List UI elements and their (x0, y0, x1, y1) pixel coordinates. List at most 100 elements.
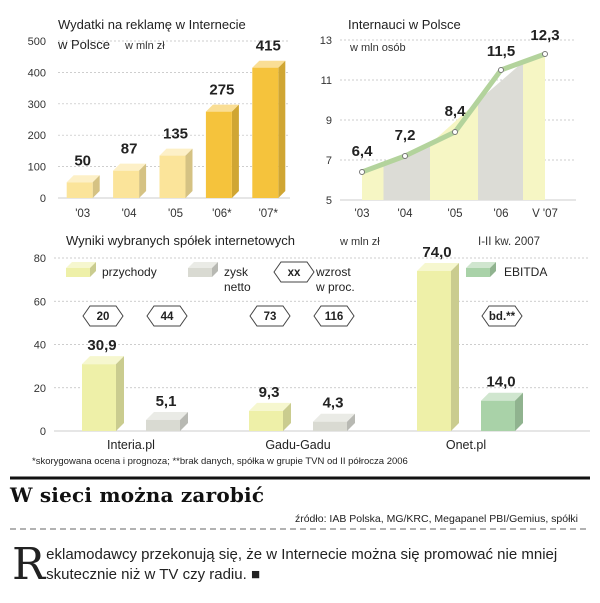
c3-value-label: 14,0 (486, 374, 515, 391)
c2-ytick-label: 5 (326, 195, 332, 207)
c1-xtick-label: '04 (122, 208, 138, 220)
c1-bar-side (92, 175, 100, 198)
c3-bar (481, 392, 523, 431)
legend-wzrost-label: wzrost w proc. (315, 265, 355, 294)
c1-xtick-label: '03 (75, 208, 90, 220)
c3-bar (82, 356, 124, 431)
c1-bar-top (252, 60, 286, 68)
c1-title: Wydatki na reklamę w Internecie (58, 17, 246, 32)
c1-xtick-label: '05 (168, 208, 183, 220)
legend-ebitda-label: EBITDA (504, 265, 547, 279)
footnote: *skorygowana ocena i prognoza; **brak da… (32, 456, 408, 467)
c3-growth-badge-frame (82, 305, 124, 327)
c3-growth-badge-frame (249, 305, 291, 327)
ad-spending-chart: Wydatki na reklamę w Internecie w Polsce… (28, 17, 290, 220)
c1-ytick-label: 400 (28, 67, 46, 79)
c3-growth-badge: 20 (82, 305, 124, 327)
c1-bar-side (139, 163, 147, 198)
c2-unit: w mln osób (349, 42, 406, 54)
c3-bar-top (146, 411, 188, 420)
c2-xtick-label: '06 (494, 208, 509, 220)
c3-bar-side (283, 402, 291, 431)
c2-area-band (430, 101, 478, 200)
legend-wzrost-badge: xx (273, 261, 315, 283)
c3-bar-side (347, 413, 355, 431)
c3-bar-front (249, 410, 283, 431)
c3-unit: w mln zł (339, 236, 380, 248)
c3-category-label: Gadu-Gadu (265, 438, 330, 452)
c1-value-label: 87 (121, 141, 138, 158)
c3-ytick-label: 60 (34, 296, 46, 308)
legend-wzrost-line1: wzrost (315, 265, 351, 279)
c3-y-axis: 0 20 40 60 80 (34, 253, 46, 438)
legend-swatch (466, 262, 496, 277)
c1-bar-top (205, 104, 239, 112)
c1-xtick-label: '07* (259, 208, 279, 220)
c1-value-label: 50 (74, 152, 91, 169)
c2-value-label: 11,5 (487, 43, 515, 60)
c1-value-label: 415 (256, 38, 281, 55)
c3-growth-badge-label: bd.** (489, 311, 516, 323)
c3-ytick-label: 80 (34, 253, 46, 265)
c3-ytick-label: 20 (34, 383, 46, 395)
c2-area-band (523, 54, 545, 200)
c3-bar-front (481, 400, 515, 431)
legend-swatch-top (466, 262, 496, 268)
legend-swatch-side (490, 262, 496, 277)
c1-unit: w mln zł (124, 40, 165, 52)
c3-bar-side (180, 411, 188, 431)
c3-bar-side (515, 392, 523, 431)
c2-y-axis: 5 7 9 11 13 (320, 35, 332, 207)
source-note: źródło: IAB Polska, MG/KRC, Megapanel PB… (294, 513, 578, 525)
c1-y-axis: 0 100 200 300 400 500 (28, 36, 46, 205)
c1-bar-front (159, 155, 186, 198)
c2-plot: 6,4 '03 7,2 '04 8,4 '05 11,5 '06 12,3 V '07 (352, 27, 560, 220)
c3-growth-badge-frame (481, 305, 523, 327)
c2-xtick-label: '04 (398, 208, 414, 220)
c3-bar-top (82, 356, 124, 365)
c1-bar (66, 175, 100, 198)
c3-value-label: 4,3 (323, 395, 344, 412)
c3-period: I-II kw. 2007 (478, 236, 540, 248)
c1-bar-side (231, 104, 239, 198)
c1-value-label: 275 (209, 82, 234, 99)
c3-bar-top (313, 413, 355, 422)
c3-value-label: 5,1 (156, 393, 177, 410)
c2-point (498, 67, 504, 73)
c2-xtick-label: '03 (355, 208, 370, 220)
c3-bar-front (313, 421, 347, 431)
c2-point (452, 129, 458, 135)
c1-bars: 50 '03 87 '04 135 '05 275 '06* 415 '07* (66, 38, 286, 220)
c1-bar-front (113, 170, 140, 198)
c3-bar (249, 402, 291, 431)
legend-zysk-line2: netto (224, 280, 251, 294)
c1-ytick-label: 200 (28, 130, 46, 142)
c3-bar-side (116, 356, 124, 431)
c1-bar (252, 60, 286, 198)
charts-svg: Wydatki na reklamę w Internecie w Polsce… (28, 17, 590, 452)
c3-bar-front (82, 364, 116, 431)
c3-bar-front (417, 270, 451, 431)
legend-swatch-front (188, 268, 212, 277)
legend-zysk-netto-label: zysk netto (224, 265, 251, 294)
c1-bar-side (278, 60, 286, 198)
c1-bar-side (185, 148, 193, 198)
legend-wzrost-badge-shape-frame (273, 261, 315, 283)
c3-title: Wyniki wybranych spółek internetowych (66, 233, 295, 248)
c1-bar-front (66, 182, 93, 198)
c3-bar (417, 262, 459, 431)
lead-text: eklamodawcy przekonują się, że w Interne… (46, 546, 558, 583)
c2-xtick-label: V '07 (532, 208, 558, 220)
c1-bar (159, 148, 193, 198)
c3-ytick-label: 40 (34, 340, 46, 352)
rules (10, 476, 590, 530)
c1-bar (113, 163, 147, 198)
c2-xtick-label: '05 (448, 208, 463, 220)
c2-ytick-label: 9 (326, 115, 332, 127)
c1-bar-top (113, 163, 147, 171)
c1-bar (205, 104, 239, 198)
c3-growth-badge: 44 (146, 305, 188, 327)
legend-przychody-label: przychody (102, 265, 157, 279)
internet-users-chart: Internauci w Polsce w mln osób 5 7 9 11 13 6… (320, 17, 576, 220)
